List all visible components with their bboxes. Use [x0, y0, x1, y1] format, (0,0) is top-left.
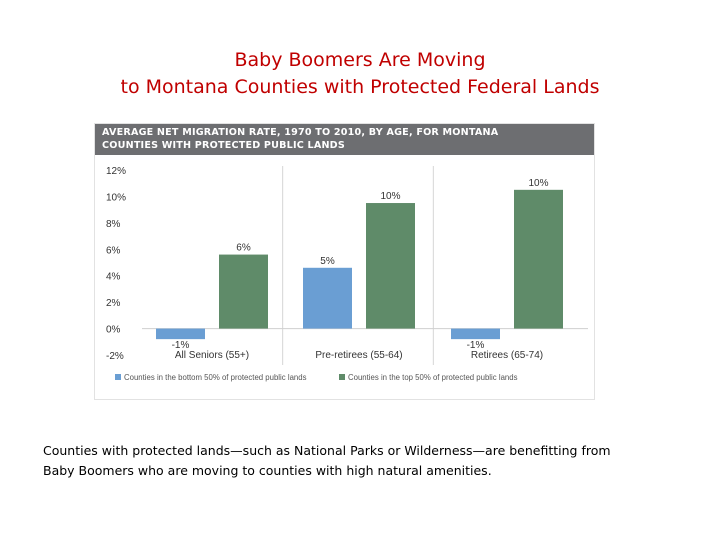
y-tick-label: 2%	[106, 298, 121, 309]
legend-swatch	[339, 374, 345, 380]
bar-top50	[219, 254, 268, 329]
y-tick-label: 0%	[106, 325, 121, 336]
data-label: 10%	[528, 178, 548, 189]
chart-plot-area: 12% 10% 8% 6% 4% 2% 0% -2% -1% 6% All Seniors (55+…	[106, 166, 588, 382]
chart: AVERAGE NET MIGRATION RATE, 1970 TO 2010…	[95, 124, 594, 399]
chart-title: AVERAGE NET MIGRATION RATE, 1970 TO 2010…	[95, 124, 594, 155]
y-tick-label: 12%	[106, 166, 126, 177]
bar-bottom50	[156, 328, 205, 340]
y-tick-label: 4%	[106, 272, 121, 283]
data-label: 5%	[320, 256, 335, 267]
data-label: -1%	[172, 340, 190, 351]
chart-title-line-2: COUNTIES WITH PROTECTED PUBLIC LANDS	[102, 140, 345, 151]
legend-label: Counties in the top 50% of protected pub…	[348, 373, 518, 382]
y-tick-label: 8%	[106, 219, 121, 230]
bar-bottom50	[451, 328, 500, 340]
slide-title: Baby Boomers Are Moving to Montana Count…	[0, 47, 720, 101]
chart-title-line-1: AVERAGE NET MIGRATION RATE, 1970 TO 2010…	[102, 127, 499, 138]
x-tick-label: Pre-retirees (55-64)	[315, 350, 402, 361]
x-tick-label: Retirees (65-74)	[471, 350, 543, 361]
caption: Counties with protected lands—such as Na…	[43, 441, 683, 481]
x-tick-label: All Seniors (55+)	[175, 350, 249, 361]
bar-top50	[366, 203, 415, 329]
bar-top50	[514, 189, 563, 329]
data-label: 10%	[380, 191, 400, 202]
y-tick-label: 10%	[106, 192, 126, 203]
y-tick-label: 6%	[106, 245, 121, 256]
caption-line-2: Baby Boomers who are moving to counties …	[43, 463, 492, 478]
slide-title-line-2: to Montana Counties with Protected Feder…	[120, 76, 600, 98]
slide-title-line-1: Baby Boomers Are Moving	[234, 49, 486, 71]
legend-label: Counties in the bottom 50% of protected …	[124, 373, 307, 382]
bar-bottom50	[303, 267, 352, 329]
legend-swatch	[115, 374, 121, 380]
data-label: 6%	[236, 243, 251, 254]
caption-line-1: Counties with protected lands—such as Na…	[43, 443, 611, 458]
data-label: -1%	[467, 340, 485, 351]
y-tick-label: -2%	[106, 351, 124, 362]
